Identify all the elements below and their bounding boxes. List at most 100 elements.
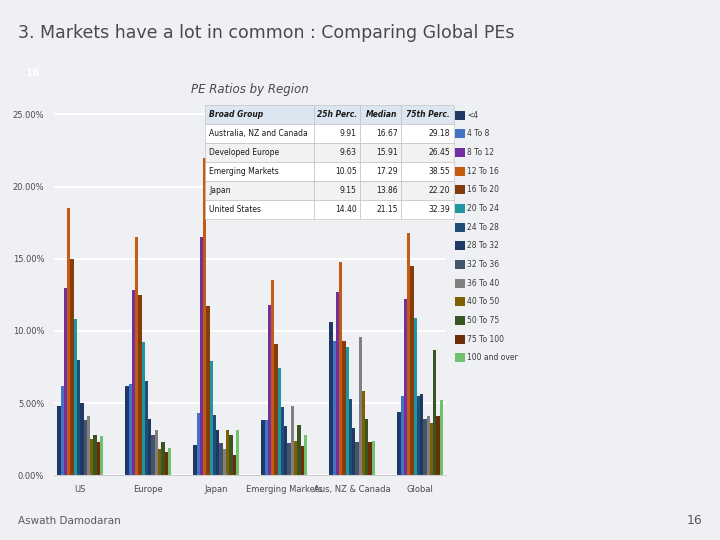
Bar bbox=[271, 280, 274, 475]
Text: Broad Group: Broad Group bbox=[209, 110, 264, 119]
Text: 16: 16 bbox=[26, 69, 40, 78]
Text: 28 To 32: 28 To 32 bbox=[467, 241, 499, 251]
Bar bbox=[402, 105, 454, 124]
Bar bbox=[73, 319, 77, 475]
Bar bbox=[304, 435, 307, 475]
Text: United States: United States bbox=[209, 205, 261, 214]
Text: Median: Median bbox=[366, 110, 397, 119]
Bar bbox=[440, 400, 443, 475]
Text: 16.67: 16.67 bbox=[376, 129, 397, 138]
Bar bbox=[284, 426, 287, 475]
Title: PE Ratios by Region: PE Ratios by Region bbox=[192, 83, 309, 96]
Bar bbox=[265, 420, 268, 475]
Bar bbox=[281, 407, 284, 475]
Bar bbox=[138, 295, 142, 475]
Text: 21.15: 21.15 bbox=[377, 205, 397, 214]
Bar bbox=[205, 105, 315, 124]
Bar bbox=[90, 439, 94, 475]
Text: 75th Perc.: 75th Perc. bbox=[406, 110, 450, 119]
Bar bbox=[359, 336, 362, 475]
Bar bbox=[430, 423, 433, 475]
Text: 36 To 40: 36 To 40 bbox=[467, 279, 500, 288]
Bar bbox=[210, 361, 213, 475]
Text: 9.63: 9.63 bbox=[340, 148, 356, 157]
Bar bbox=[404, 299, 407, 475]
Bar bbox=[67, 208, 71, 475]
Bar bbox=[300, 447, 304, 475]
Bar bbox=[135, 237, 138, 475]
Text: <4: <4 bbox=[467, 111, 478, 120]
Bar bbox=[423, 419, 427, 475]
Bar bbox=[268, 305, 271, 475]
Text: Japan: Japan bbox=[209, 186, 230, 195]
Text: 22.20: 22.20 bbox=[428, 186, 450, 195]
Bar bbox=[436, 416, 440, 475]
Bar bbox=[329, 322, 333, 475]
Bar bbox=[352, 428, 356, 475]
Text: 50 To 75: 50 To 75 bbox=[467, 316, 500, 325]
Bar bbox=[365, 419, 369, 475]
Text: 25h Perc.: 25h Perc. bbox=[317, 110, 356, 119]
Bar bbox=[197, 413, 200, 475]
Bar bbox=[161, 442, 165, 475]
Bar bbox=[64, 288, 67, 475]
Bar bbox=[361, 124, 402, 143]
Bar bbox=[100, 436, 103, 475]
Bar bbox=[291, 406, 294, 475]
Bar bbox=[343, 341, 346, 475]
Bar bbox=[315, 162, 361, 181]
Bar bbox=[402, 143, 454, 162]
Bar bbox=[194, 445, 197, 475]
Bar bbox=[148, 419, 151, 475]
Bar bbox=[315, 105, 361, 124]
Text: 15.91: 15.91 bbox=[376, 148, 397, 157]
Bar bbox=[315, 200, 361, 219]
Bar bbox=[71, 259, 73, 475]
Text: 16 To 20: 16 To 20 bbox=[467, 185, 499, 194]
Text: 4 To 8: 4 To 8 bbox=[467, 130, 490, 138]
Bar bbox=[372, 441, 375, 475]
Bar bbox=[129, 384, 132, 475]
Bar bbox=[402, 162, 454, 181]
Bar bbox=[315, 181, 361, 200]
Text: 14.40: 14.40 bbox=[335, 205, 356, 214]
Bar bbox=[361, 105, 402, 124]
Bar bbox=[261, 420, 265, 475]
Bar bbox=[205, 143, 315, 162]
Bar bbox=[361, 181, 402, 200]
Text: 24 To 28: 24 To 28 bbox=[467, 222, 499, 232]
Text: 12 To 16: 12 To 16 bbox=[467, 167, 499, 176]
Bar bbox=[80, 403, 84, 475]
Text: Emerging Markets: Emerging Markets bbox=[209, 167, 279, 176]
Bar bbox=[132, 291, 135, 475]
Bar bbox=[402, 200, 454, 219]
Bar bbox=[216, 430, 220, 475]
Text: 32 To 36: 32 To 36 bbox=[467, 260, 500, 269]
Bar bbox=[220, 443, 222, 475]
Bar bbox=[96, 442, 100, 475]
Bar bbox=[346, 347, 349, 475]
Bar bbox=[427, 416, 430, 475]
Bar bbox=[58, 406, 60, 475]
Bar bbox=[155, 430, 158, 475]
Bar bbox=[400, 396, 404, 475]
Bar bbox=[168, 448, 171, 475]
Bar bbox=[339, 261, 343, 475]
Bar bbox=[407, 233, 410, 475]
Bar bbox=[362, 392, 365, 475]
Bar bbox=[333, 341, 336, 475]
Text: Aswath Damodaran: Aswath Damodaran bbox=[18, 516, 121, 526]
Bar bbox=[158, 449, 161, 475]
Bar bbox=[213, 415, 216, 475]
Text: 17.29: 17.29 bbox=[376, 167, 397, 176]
Text: 8 To 12: 8 To 12 bbox=[467, 148, 495, 157]
Bar bbox=[125, 386, 129, 475]
Bar bbox=[94, 435, 96, 475]
Bar bbox=[315, 124, 361, 143]
Bar bbox=[294, 441, 297, 475]
Bar bbox=[205, 200, 315, 219]
Bar bbox=[84, 420, 87, 475]
Text: 32.39: 32.39 bbox=[428, 205, 450, 214]
Bar bbox=[151, 435, 155, 475]
Text: 13.86: 13.86 bbox=[376, 186, 397, 195]
